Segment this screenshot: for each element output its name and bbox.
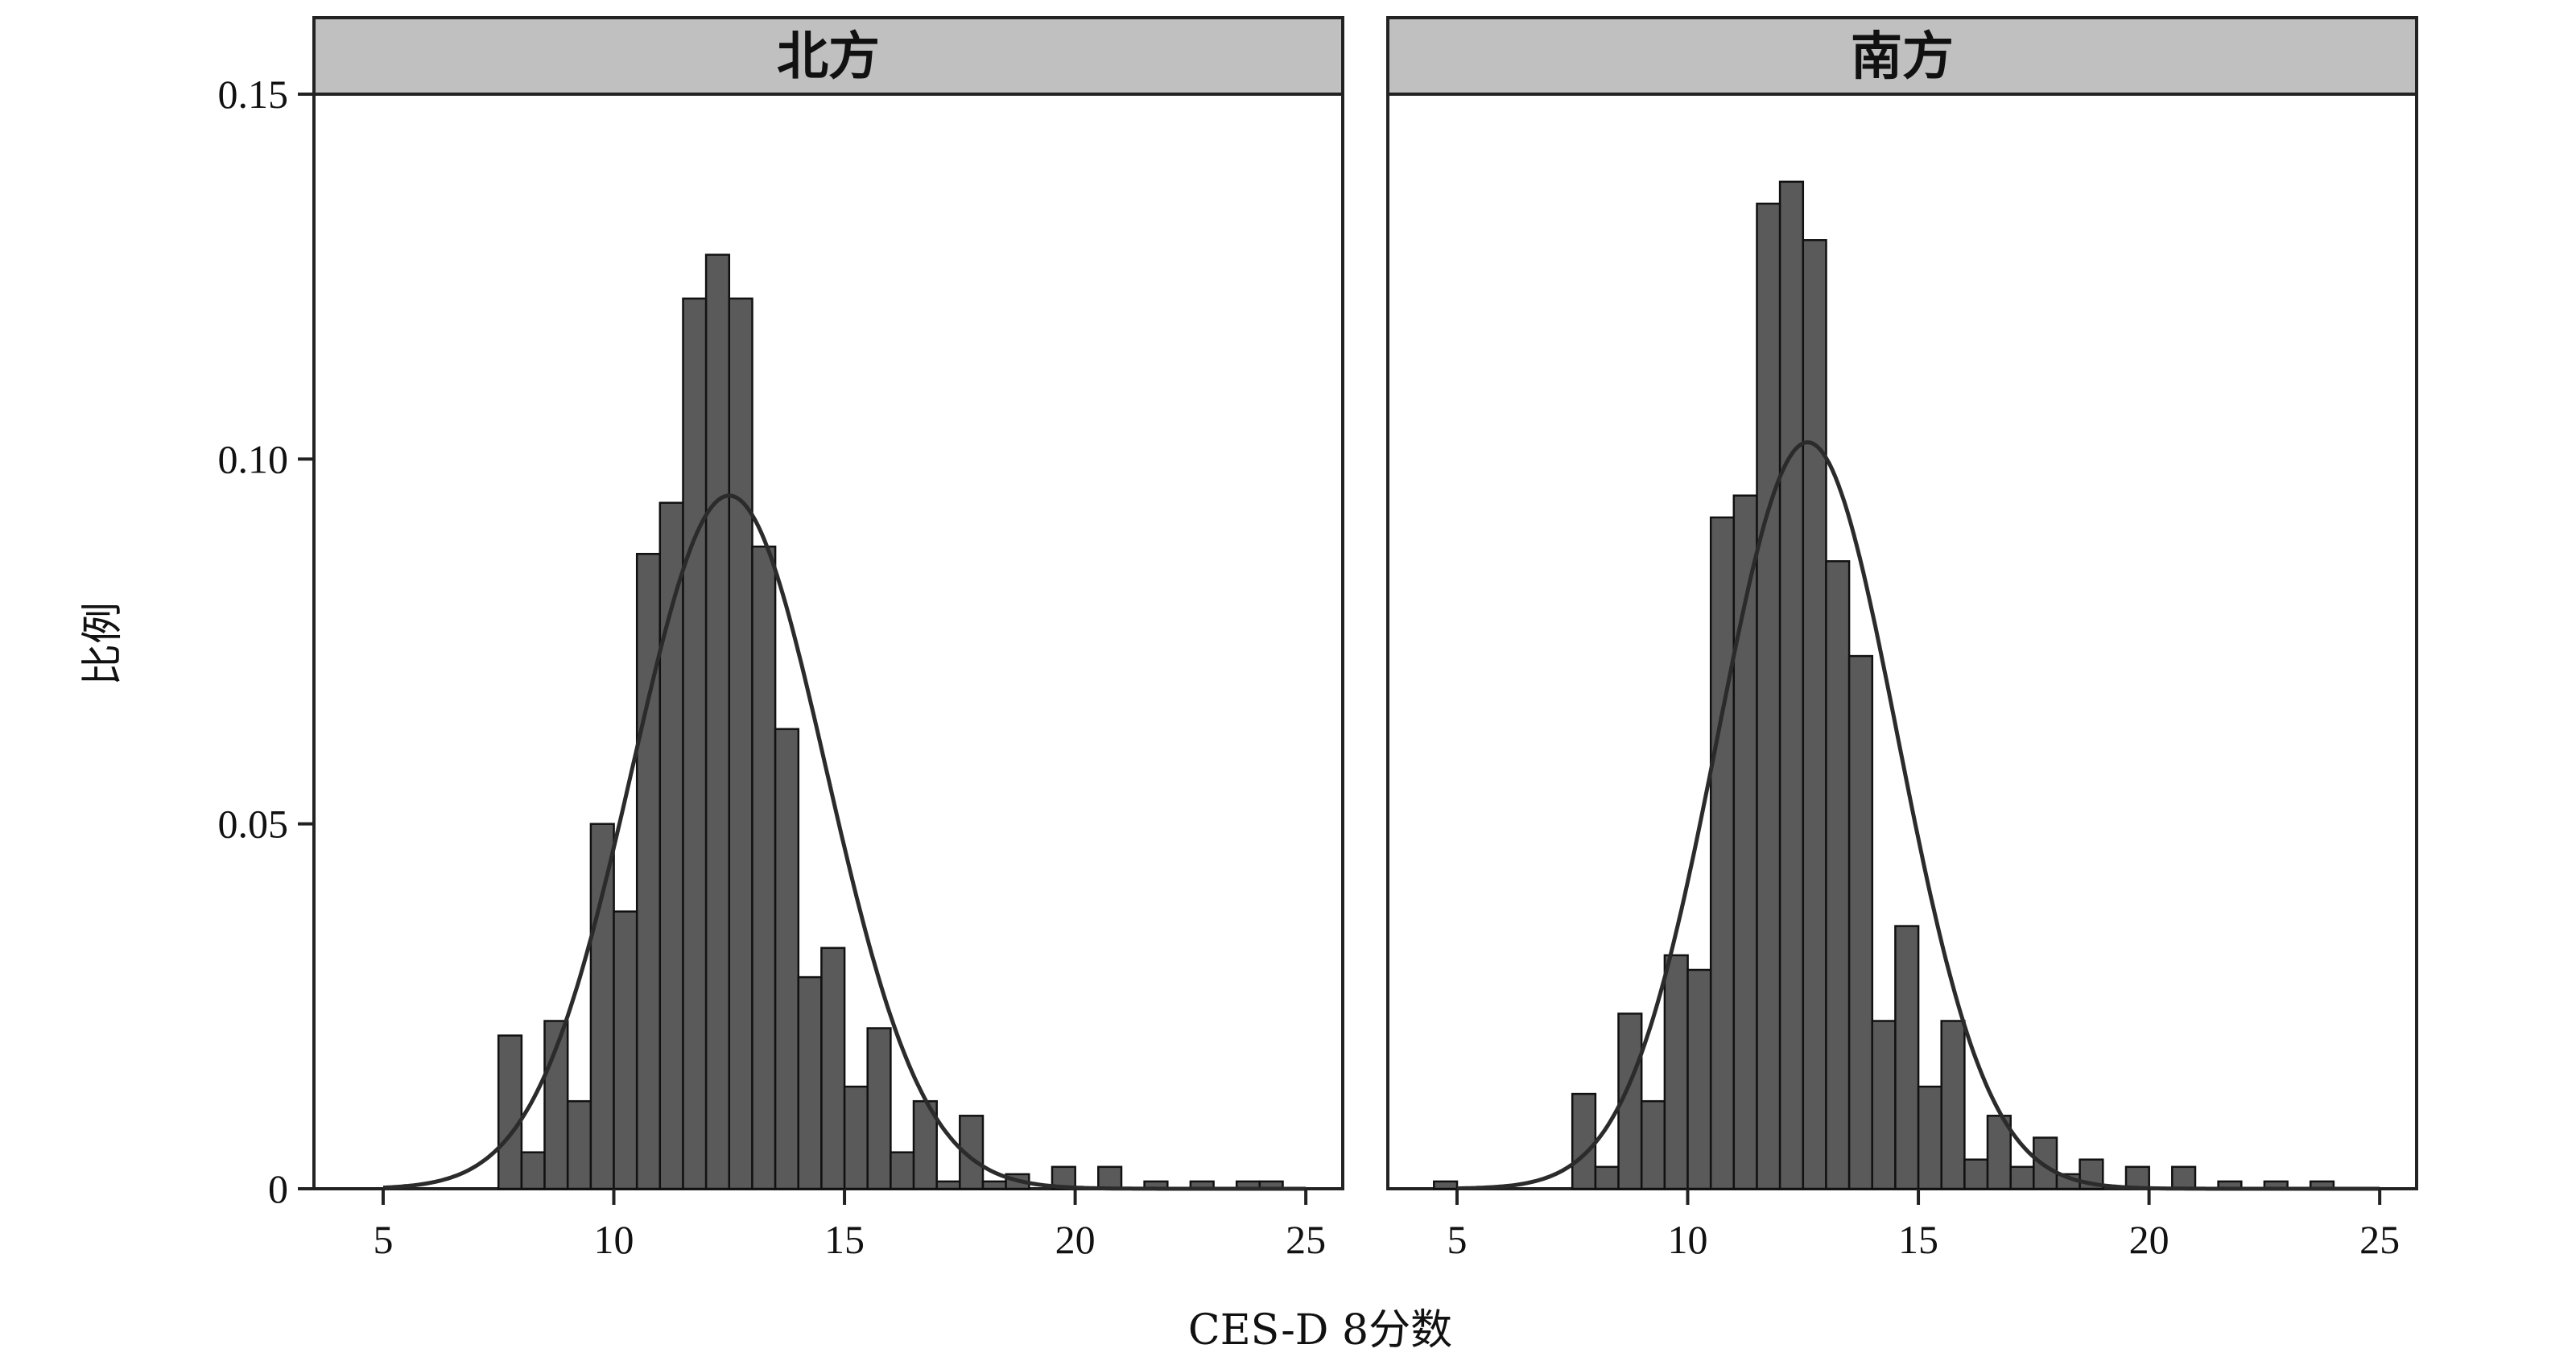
histogram-bar xyxy=(981,1180,1007,1190)
histogram-bar xyxy=(774,728,800,1190)
y-tick-label: 0.10 xyxy=(218,436,289,481)
histogram-bar xyxy=(1847,654,1874,1190)
histogram-bar xyxy=(1894,925,1920,1190)
panel-north: 北方 5 10 15 20 25 xyxy=(312,16,1344,1262)
histogram-bar xyxy=(2124,1165,2150,1190)
x-tick-label: 25 xyxy=(2359,1217,2400,1262)
histogram-bar xyxy=(1732,494,1758,1190)
histogram-bar xyxy=(728,297,753,1190)
histogram-bar xyxy=(1640,1099,1666,1190)
histogram-bars-south xyxy=(1433,180,2335,1190)
panel-title-north: 北方 xyxy=(777,27,880,87)
histogram-bar xyxy=(613,910,638,1190)
histogram-bar xyxy=(820,947,846,1190)
histogram-bar xyxy=(1871,1020,1897,1190)
x-tick-label: 25 xyxy=(1286,1217,1326,1262)
histogram-bar xyxy=(1709,516,1736,1190)
x-tick-label: 20 xyxy=(1055,1217,1096,1262)
histogram-bar xyxy=(635,552,662,1190)
x-tick-label: 10 xyxy=(1668,1217,1708,1262)
x-axis-north: 5 10 15 20 25 xyxy=(373,1189,1326,1262)
histogram-bar xyxy=(797,975,823,1190)
histogram-bar xyxy=(866,1027,892,1190)
histogram-bar xyxy=(1940,1020,1966,1190)
histogram-bar xyxy=(935,1180,961,1190)
y-tick-label: 0 xyxy=(268,1166,288,1211)
x-axis-title: CES-D 8分数 xyxy=(1188,1306,1452,1355)
histogram-bar xyxy=(589,823,615,1190)
histogram-bar xyxy=(890,1151,915,1190)
y-tick-label: 0.05 xyxy=(218,802,289,847)
histogram-bar xyxy=(1825,560,1851,1190)
histogram-bar xyxy=(1571,1092,1597,1190)
histogram-bar xyxy=(1433,1180,1459,1190)
histogram-bar xyxy=(1802,239,1827,1190)
panel-south: 南方 5 10 15 20 25 xyxy=(1386,16,2418,1262)
y-axis: 0 0.05 0.10 0.15 xyxy=(218,72,314,1211)
histogram-bar xyxy=(1663,954,1689,1190)
histogram-bar xyxy=(520,1151,546,1190)
histogram-bar xyxy=(704,254,731,1190)
x-tick-label: 5 xyxy=(1447,1217,1467,1262)
histogram-bar xyxy=(1594,1165,1620,1190)
histogram-bar xyxy=(1686,968,1712,1190)
histogram-bar xyxy=(843,1085,869,1190)
x-tick-label: 10 xyxy=(594,1217,634,1262)
normal-curve-south xyxy=(1457,439,2380,1191)
histogram-bar xyxy=(1917,1085,1943,1190)
x-axis-south: 5 10 15 20 25 xyxy=(1447,1189,2400,1262)
y-axis-title: 比例 xyxy=(79,602,127,686)
histogram-bar xyxy=(497,1034,523,1190)
histogram-bar xyxy=(1097,1165,1123,1190)
normal-curve-north xyxy=(382,493,1307,1191)
panel-title-south: 南方 xyxy=(1851,27,1954,87)
x-tick-label: 20 xyxy=(2129,1217,2169,1262)
histogram-bar xyxy=(1778,180,1805,1190)
histogram-bar xyxy=(658,501,684,1190)
histogram-bar xyxy=(751,545,777,1190)
histogram-bar xyxy=(566,1099,592,1190)
panel-strip xyxy=(312,16,1344,96)
histogram-bars-north xyxy=(497,254,1284,1190)
histogram-bar xyxy=(2171,1165,2197,1190)
histogram-bar xyxy=(2009,1165,2035,1190)
histogram-bar xyxy=(2033,1136,2058,1190)
x-tick-label: 5 xyxy=(373,1217,393,1262)
x-tick-label: 15 xyxy=(1898,1217,1938,1262)
histogram-bar xyxy=(1756,202,1781,1190)
histogram-bar xyxy=(1963,1158,1989,1190)
histogram-bar xyxy=(682,297,708,1190)
y-tick-label: 0.15 xyxy=(218,72,289,117)
x-tick-label: 15 xyxy=(824,1217,865,1262)
